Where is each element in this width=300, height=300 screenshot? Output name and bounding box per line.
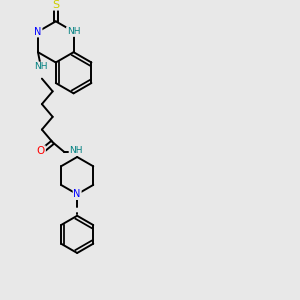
Text: NH: NH (67, 27, 80, 36)
Text: S: S (52, 0, 59, 10)
Text: O: O (37, 146, 45, 156)
Text: NH: NH (34, 62, 48, 71)
Text: N: N (74, 189, 81, 199)
Text: N: N (34, 27, 42, 37)
Text: NH: NH (69, 146, 83, 154)
